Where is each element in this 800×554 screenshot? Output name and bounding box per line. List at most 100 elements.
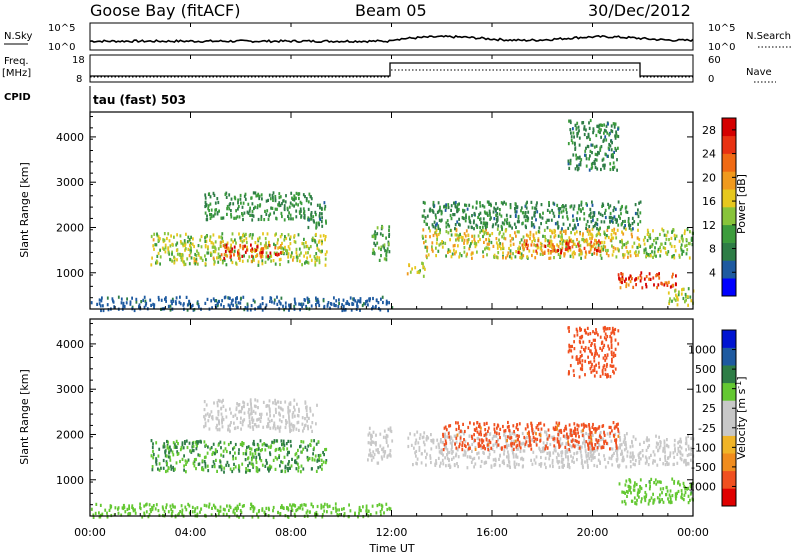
- velocity-cell: [603, 454, 605, 458]
- power-cell: [496, 255, 499, 260]
- velocity-cell: [113, 513, 116, 517]
- power-cell: [561, 236, 563, 240]
- velocity-cell: [243, 411, 246, 415]
- power-cell: [431, 247, 433, 252]
- velocity-cell: [606, 353, 609, 357]
- power-cell: [269, 296, 272, 300]
- power-cell: [513, 222, 516, 226]
- velocity-cell: [220, 446, 222, 450]
- power-cell: [279, 235, 282, 239]
- velocity-cell: [438, 450, 441, 454]
- velocity-cell: [679, 452, 682, 456]
- velocity-cell: [316, 504, 319, 509]
- power-ytick-label: 2000: [56, 221, 84, 234]
- velocity-cell: [466, 466, 469, 470]
- power-cell: [216, 304, 219, 308]
- power-cell: [156, 254, 159, 258]
- velocity-cell: [222, 507, 225, 511]
- velocity-cell: [212, 442, 215, 446]
- power-cell: [438, 218, 441, 222]
- power-cell: [531, 206, 534, 210]
- power-cell: [204, 204, 207, 209]
- power-cell: [445, 225, 448, 229]
- velocity-cell: [578, 446, 581, 450]
- velocity-cell: [655, 434, 657, 438]
- power-cell: [391, 306, 394, 310]
- velocity-cell: [515, 426, 518, 430]
- velocity-cell: [615, 446, 618, 450]
- velocity-cell: [459, 429, 462, 433]
- velocity-cell: [418, 448, 421, 452]
- velocity-cell: [511, 441, 514, 446]
- velocity-cell: [357, 515, 359, 519]
- power-cell: [158, 298, 160, 302]
- power-cell: [674, 298, 677, 302]
- velocity-cell: [242, 452, 245, 456]
- power-cell: [656, 286, 658, 290]
- velocity-cell: [531, 462, 534, 466]
- velocity-cell: [134, 508, 136, 512]
- power-cell: [436, 235, 439, 239]
- velocity-cell: [250, 408, 253, 412]
- velocity-cell: [369, 454, 372, 458]
- power-cell: [171, 259, 173, 263]
- velocity-cell: [124, 510, 127, 514]
- velocity-cell: [252, 505, 255, 509]
- power-cell: [548, 203, 550, 207]
- power-cell: [313, 255, 316, 259]
- power-cell: [514, 231, 516, 235]
- power-cell: [535, 231, 538, 235]
- power-cell: [287, 245, 290, 249]
- power-cell: [574, 167, 577, 171]
- velocity-cell: [193, 464, 196, 468]
- velocity-cell: [463, 432, 465, 436]
- velocity-cell: [451, 445, 453, 449]
- power-cell: [315, 252, 318, 256]
- power-cell: [508, 221, 511, 225]
- velocity-cell: [603, 441, 606, 446]
- velocity-cell: [169, 458, 172, 462]
- power-cell: [624, 219, 626, 223]
- velocity-cell: [302, 429, 304, 433]
- velocity-cell: [543, 449, 546, 453]
- power-cell: [287, 260, 290, 264]
- velocity-cell: [610, 353, 613, 357]
- velocity-cell: [594, 353, 596, 357]
- velocity-cell: [592, 338, 595, 342]
- power-cell: [576, 121, 579, 125]
- power-cell: [322, 234, 325, 238]
- power-cell: [100, 308, 102, 313]
- velocity-cell: [614, 367, 617, 371]
- velocity-cell: [608, 434, 611, 438]
- velocity-cell: [507, 457, 510, 461]
- velocity-cell: [490, 446, 493, 450]
- velocity-cell: [446, 453, 449, 457]
- power-cell: [594, 165, 597, 170]
- velocity-cell: [455, 454, 457, 458]
- velocity-cell: [560, 443, 563, 447]
- power-cell: [207, 251, 210, 255]
- power-cell: [318, 256, 321, 260]
- power-cell: [653, 250, 656, 254]
- power-cell: [496, 212, 498, 216]
- velocity-cell: [646, 439, 649, 443]
- velocity-cell: [606, 362, 608, 367]
- velocity-cell: [589, 441, 591, 445]
- power-cell: [288, 211, 290, 215]
- power-cell: [509, 243, 512, 247]
- power-cell: [548, 256, 551, 260]
- power-cell: [224, 192, 227, 196]
- power-cell: [682, 296, 685, 301]
- power-cell: [618, 276, 620, 280]
- velocity-cell: [664, 454, 667, 458]
- power-cell: [653, 283, 655, 287]
- velocity-cell: [288, 460, 290, 464]
- velocity-cell: [255, 455, 258, 459]
- power-cell: [454, 233, 457, 237]
- velocity-cell: [486, 443, 489, 447]
- power-cell: [254, 205, 256, 209]
- velocity-cell: [207, 419, 210, 423]
- nave-label: Nave: [746, 67, 772, 78]
- velocity-cell: [590, 343, 592, 347]
- power-cell: [686, 248, 689, 252]
